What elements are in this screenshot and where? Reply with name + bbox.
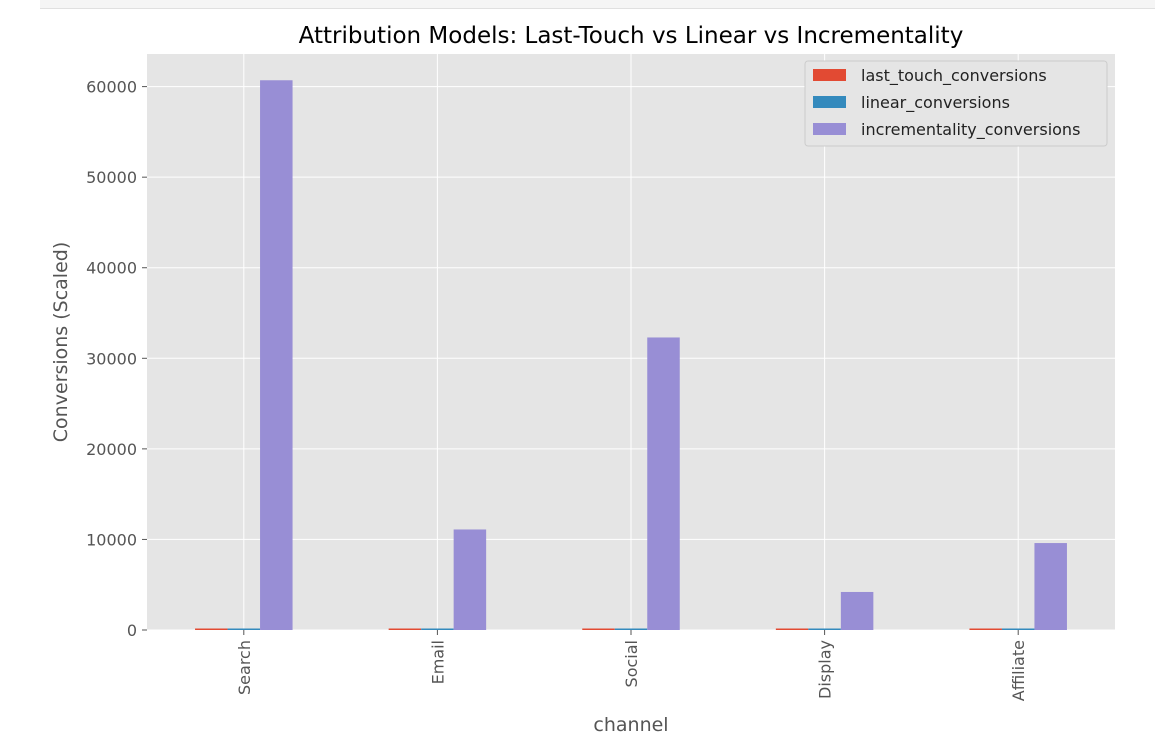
bar-group bbox=[195, 80, 1067, 630]
bar-last-touch-conversions-search bbox=[195, 628, 228, 630]
x-tick-label-affiliate: Affiliate bbox=[1009, 640, 1028, 701]
bar-incrementality-conversions-affiliate bbox=[1034, 543, 1067, 630]
bar-last-touch-conversions-affiliate bbox=[969, 628, 1002, 630]
legend-swatch-linear bbox=[813, 96, 846, 108]
chart-title: Attribution Models: Last-Touch vs Linear… bbox=[299, 23, 964, 49]
y-tick-label: 20000 bbox=[86, 440, 137, 459]
y-tick-label: 10000 bbox=[86, 530, 137, 549]
bar-linear-conversions-social bbox=[614, 628, 648, 630]
x-axis-title: channel bbox=[593, 714, 668, 736]
legend-label-incrementality: incrementality_conversions bbox=[861, 120, 1080, 140]
bar-linear-conversions-display bbox=[808, 628, 841, 630]
y-axis-ticks: 0 10000 20000 30000 40000 50000 60000 bbox=[86, 78, 147, 640]
x-tick-label-display: Display bbox=[816, 640, 835, 699]
bar-incrementality-conversions-display bbox=[840, 591, 874, 630]
bar-linear-conversions-search bbox=[227, 628, 261, 630]
y-tick-label: 50000 bbox=[86, 168, 137, 187]
bar-linear-conversions-email bbox=[421, 628, 454, 630]
legend-label-linear: linear_conversions bbox=[861, 93, 1010, 113]
legend-swatch-incrementality bbox=[813, 123, 846, 135]
bar-incrementality-conversions-social bbox=[647, 337, 680, 630]
bar-incrementality-conversions-search bbox=[260, 80, 293, 630]
bar-linear-conversions-affiliate bbox=[1001, 628, 1035, 630]
legend: last_touch_conversions linear_conversion… bbox=[804, 60, 1108, 147]
notebook-output-strip bbox=[40, 0, 1155, 9]
y-axis-title: Conversions (Scaled) bbox=[50, 242, 72, 442]
grid-lines bbox=[147, 54, 1115, 631]
legend-frame bbox=[804, 60, 1108, 147]
bar-last-touch-conversions-email bbox=[388, 628, 422, 630]
bar-last-touch-conversions-display bbox=[775, 628, 809, 630]
y-tick-label: 60000 bbox=[86, 78, 137, 97]
legend-label-last-touch: last_touch_conversions bbox=[861, 66, 1047, 86]
x-tick-label-search: Search bbox=[235, 640, 254, 695]
y-tick-label: 0 bbox=[127, 621, 137, 640]
x-tick-label-social: Social bbox=[622, 640, 641, 687]
x-axis-ticks: Search Email Social Display Affiliate bbox=[235, 630, 1028, 701]
y-tick-label: 40000 bbox=[86, 259, 137, 278]
x-tick-label-email: Email bbox=[428, 640, 447, 684]
y-tick-label: 30000 bbox=[86, 349, 137, 368]
bar-incrementality-conversions-email bbox=[453, 529, 487, 630]
bar-last-touch-conversions-social bbox=[582, 628, 615, 630]
legend-swatch-last-touch bbox=[813, 69, 846, 81]
